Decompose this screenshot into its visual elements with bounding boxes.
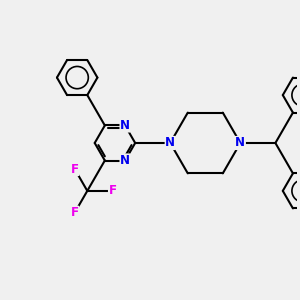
Text: F: F	[109, 184, 116, 197]
Text: N: N	[235, 136, 245, 149]
Text: N: N	[165, 136, 175, 149]
Text: F: F	[71, 163, 79, 176]
Text: N: N	[120, 119, 130, 132]
Text: N: N	[120, 154, 130, 167]
Text: F: F	[71, 206, 79, 219]
